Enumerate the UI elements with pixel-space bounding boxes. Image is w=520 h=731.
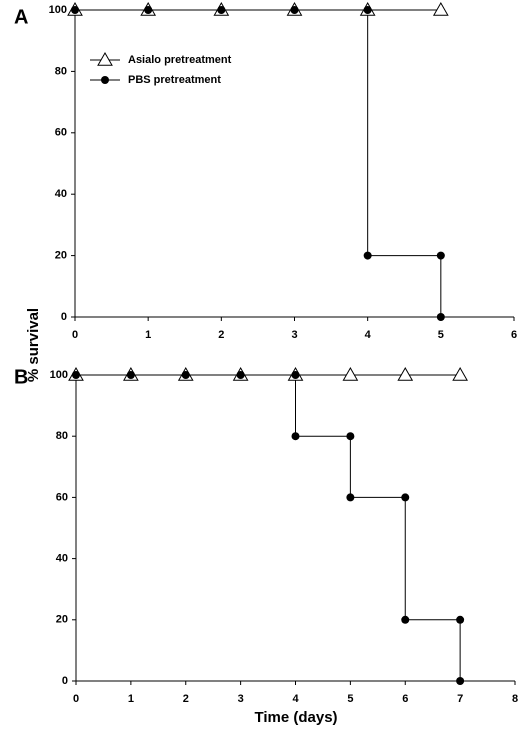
y-tick-label: 60: [56, 491, 68, 503]
circle-marker: [291, 371, 300, 379]
circle-marker: [346, 493, 355, 502]
y-tick-label: 100: [50, 369, 68, 381]
y-axis-label: % survival: [25, 308, 42, 382]
circle-marker: [217, 6, 226, 14]
circle-marker: [144, 6, 153, 14]
circle-marker: [236, 371, 245, 379]
legend-label: PBS pretreatment: [128, 74, 221, 86]
circle-marker: [401, 493, 410, 502]
x-tick-label: 0: [72, 329, 78, 341]
x-tick-label: 2: [183, 693, 189, 705]
circle-marker: [126, 371, 135, 379]
y-tick-label: 100: [49, 4, 67, 16]
x-tick-label: 8: [512, 693, 518, 705]
triangle-marker: [432, 1, 449, 16]
x-tick-label: 1: [128, 693, 134, 705]
x-tick-label: 2: [218, 329, 224, 341]
x-tick-label: 4: [365, 329, 372, 341]
x-tick-label: 0: [73, 693, 79, 705]
circle-marker: [436, 251, 445, 260]
circle-marker: [363, 251, 372, 260]
y-tick-label: 20: [56, 614, 68, 626]
x-axis-label: Time (days): [254, 709, 337, 726]
triangle-marker: [397, 366, 414, 381]
circle-marker: [401, 615, 410, 624]
x-tick-label: 5: [438, 329, 444, 341]
x-tick-label: 6: [511, 329, 517, 341]
circle-marker: [436, 313, 445, 321]
circle-marker: [101, 76, 109, 84]
triangle-marker: [342, 366, 359, 381]
circle-marker: [456, 677, 465, 685]
y-tick-label: 80: [56, 430, 68, 442]
y-tick-label: 80: [55, 65, 67, 77]
circle-marker: [363, 6, 372, 14]
y-tick-label: 0: [62, 675, 68, 687]
y-tick-label: 40: [56, 553, 68, 565]
x-tick-label: 4: [292, 693, 299, 705]
x-tick-label: 5: [347, 693, 353, 705]
y-tick-label: 40: [55, 188, 67, 200]
x-tick-label: 3: [291, 329, 297, 341]
legend-label: Asialo pretreatment: [128, 54, 232, 66]
circle-marker: [290, 6, 299, 14]
y-tick-label: 20: [55, 250, 67, 262]
circle-marker: [72, 371, 80, 379]
x-tick-label: 3: [238, 693, 244, 705]
circle-marker: [71, 6, 79, 14]
panel-label: A: [14, 6, 28, 28]
x-tick-label: 1: [145, 329, 151, 341]
triangle-marker: [452, 366, 468, 381]
panel-label: B: [14, 366, 28, 388]
circle-marker: [291, 432, 300, 441]
circle-marker: [456, 615, 465, 624]
survival-line: [76, 374, 461, 681]
x-tick-label: 6: [402, 693, 408, 705]
circle-marker: [181, 371, 190, 379]
circle-marker: [346, 432, 355, 441]
y-tick-label: 60: [55, 127, 67, 139]
y-tick-label: 0: [61, 311, 67, 323]
triangle-marker: [97, 51, 113, 66]
x-tick-label: 7: [457, 693, 463, 705]
